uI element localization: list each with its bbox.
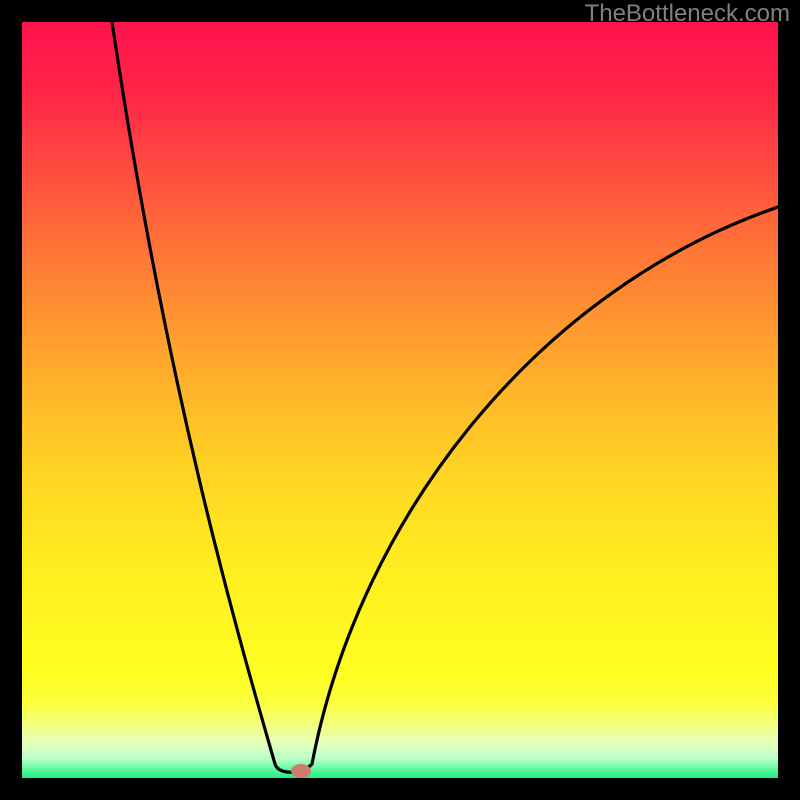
bottleneck-curve <box>112 22 778 772</box>
optimal-point-marker <box>291 764 311 778</box>
plot-area <box>22 22 778 778</box>
bottleneck-chart-root: TheBottleneck.com <box>0 0 800 800</box>
curve-overlay <box>22 22 778 778</box>
